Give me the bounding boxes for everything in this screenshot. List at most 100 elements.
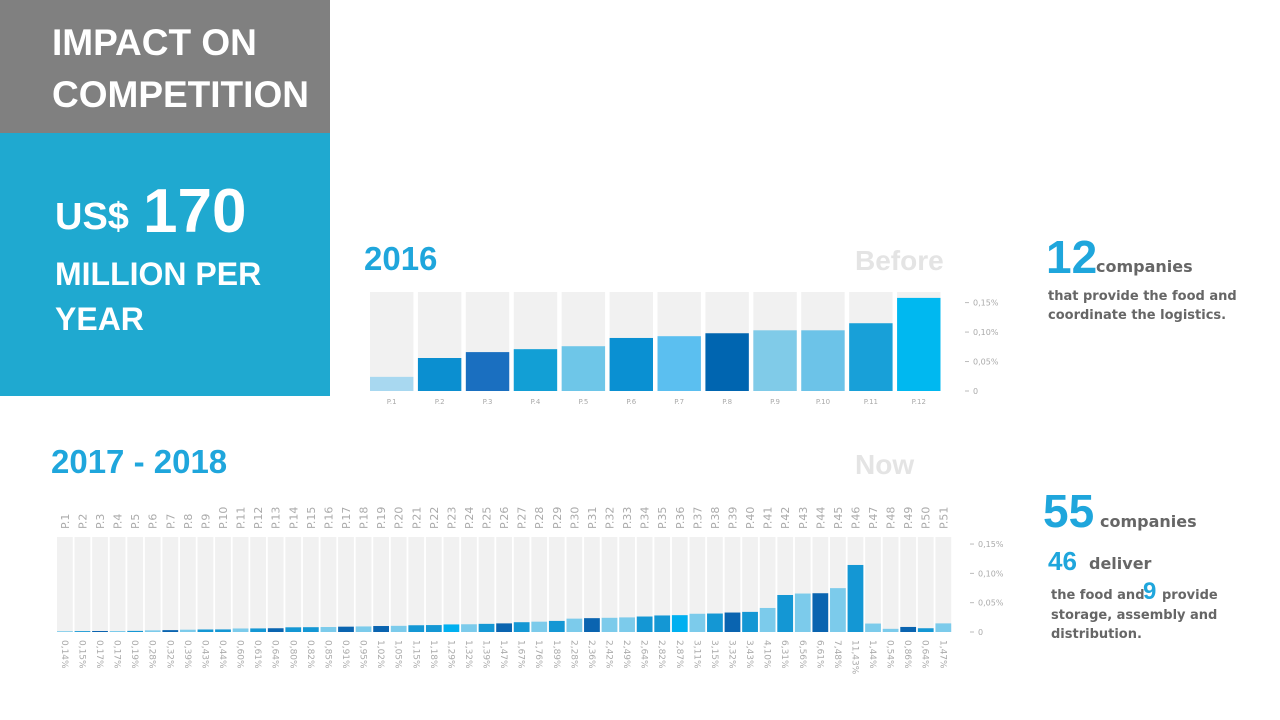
bar [671, 615, 688, 632]
bar [601, 617, 618, 632]
bar [882, 628, 899, 632]
count: 9 [1143, 578, 1157, 605]
description: coordinate the logistics. [1048, 308, 1227, 323]
value-label: 0,17% [94, 640, 104, 669]
x-tick-label: P.16 [322, 507, 335, 529]
value-label: 1,18% [428, 640, 438, 669]
bar-background [636, 537, 653, 632]
y-tick-label: 0,05% [973, 358, 999, 367]
amount-line: MILLION PER [55, 256, 262, 292]
bar-background [601, 537, 618, 632]
count-unit: companies [1100, 512, 1197, 531]
x-tick-label: P.15 [305, 507, 318, 529]
description: that provide the food and [1048, 289, 1237, 304]
bar-background [355, 537, 372, 632]
value-label: 0,17% [112, 640, 122, 669]
bar-background [461, 537, 477, 632]
value-label: 0,86% [902, 640, 912, 669]
bar [197, 629, 214, 632]
value-label: 1,15% [410, 640, 420, 669]
value-label: 11,43% [849, 640, 859, 675]
bar [917, 628, 934, 632]
x-tick-label: P.48 [885, 507, 898, 529]
x-tick-label: P.40 [744, 507, 757, 529]
x-tick-label: P.33 [621, 507, 634, 529]
bar-background [425, 537, 442, 632]
bar [900, 626, 917, 632]
x-tick-label: P.30 [568, 507, 581, 529]
value-label: 1,44% [867, 640, 877, 669]
value-label: 0,39% [182, 640, 192, 669]
bar [302, 627, 319, 632]
x-tick-label: P.4 [531, 398, 541, 406]
count: 12 [1046, 231, 1098, 283]
bar [496, 623, 512, 632]
bar [250, 628, 267, 632]
bar-background [267, 537, 284, 632]
x-tick-label: P.51 [937, 507, 950, 529]
value-label: 2,64% [639, 640, 649, 669]
bar-background [215, 537, 231, 632]
x-tick-label: P.24 [463, 507, 476, 529]
x-tick-label: P.10 [816, 398, 830, 406]
bar [478, 623, 495, 632]
bar [417, 358, 462, 391]
value-label: 2,49% [621, 640, 631, 669]
value-label: 2,42% [604, 640, 614, 669]
bar-background [285, 537, 302, 632]
period-tag: Now [855, 449, 915, 480]
bar-background [496, 537, 512, 632]
x-tick-label: P.34 [639, 507, 652, 529]
x-tick-label: P.47 [867, 507, 880, 529]
value-label: 7,48% [832, 640, 842, 669]
bar [935, 623, 952, 632]
count: 46 [1048, 546, 1077, 576]
x-tick-label: P.5 [578, 398, 588, 406]
bar-background [917, 537, 934, 632]
description: distribution. [1051, 627, 1142, 642]
x-tick-label: P.1 [387, 398, 397, 406]
bar-background [373, 537, 390, 632]
bar-background [865, 537, 881, 632]
bar [179, 629, 196, 632]
bar [109, 631, 126, 632]
bar-background [443, 537, 460, 632]
bar [566, 618, 583, 632]
value-label: 1,05% [393, 640, 403, 669]
bar [609, 337, 653, 391]
y-tick-label: 0 [973, 387, 978, 396]
bar [370, 376, 414, 391]
value-label: 0,43% [199, 640, 209, 669]
x-tick-label: P.18 [358, 507, 371, 529]
x-tick-label: P.3 [94, 514, 107, 529]
x-tick-label: P.6 [626, 398, 636, 406]
bar [801, 330, 845, 391]
bar-background [882, 537, 899, 632]
x-tick-label: P.12 [912, 398, 926, 406]
bar [74, 631, 91, 632]
bar [461, 624, 477, 632]
x-tick-label: P.20 [393, 507, 406, 529]
bar-background [197, 537, 214, 632]
value-label: 3,32% [726, 640, 736, 669]
bar-background [513, 537, 530, 632]
bar [144, 630, 161, 632]
x-tick-label: P.19 [375, 507, 388, 529]
x-tick-label: P.29 [551, 507, 564, 529]
value-label: 0,60% [235, 640, 245, 669]
bar [232, 628, 249, 632]
x-tick-label: P.5 [129, 514, 142, 529]
bar-background [689, 537, 706, 632]
bar-background [144, 537, 161, 632]
x-tick-label: P.10 [217, 507, 230, 529]
x-tick-label: P.41 [762, 507, 775, 529]
bar-background [92, 537, 108, 632]
value-label: 0,80% [287, 640, 297, 669]
x-tick-label: P.32 [604, 507, 617, 529]
x-tick-label: P.2 [435, 398, 445, 406]
description: the food and [1051, 588, 1145, 603]
amount-line: YEAR [55, 301, 144, 337]
x-tick-label: P.1 [59, 514, 72, 529]
bar [548, 620, 565, 632]
x-tick-label: P.9 [199, 514, 212, 529]
